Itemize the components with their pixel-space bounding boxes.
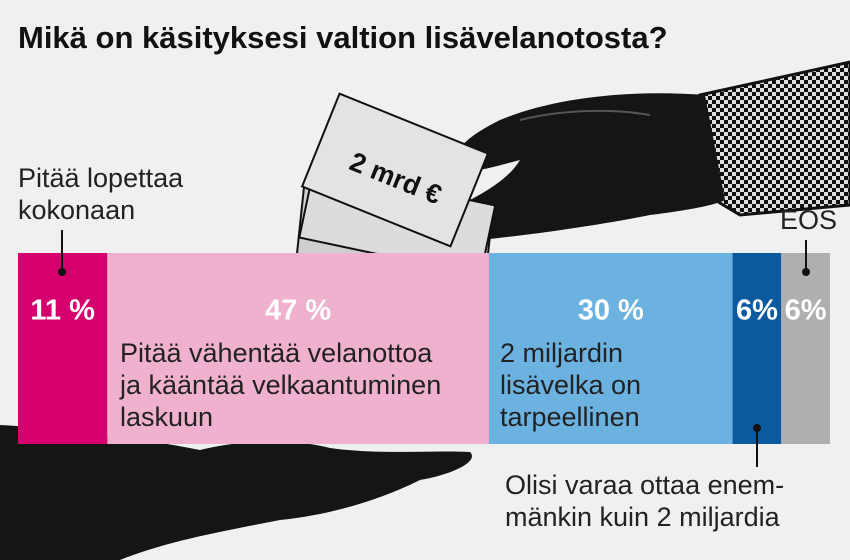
category-label: EOS	[780, 205, 837, 235]
category-label: lisävelka on	[500, 370, 641, 400]
leader-dot	[753, 424, 761, 432]
value-label: 47 %	[265, 295, 331, 327]
category-label: tarpeellinen	[500, 402, 640, 432]
bar-segment	[781, 253, 830, 444]
chart-title: Mikä on käsityksesi valtion lisävelanoto…	[18, 20, 668, 55]
leader-dot	[58, 268, 66, 276]
value-label: 11 %	[30, 295, 95, 327]
category-label: Pitää lopettaa	[18, 163, 184, 193]
leader-dot	[802, 268, 810, 276]
bar-segment	[18, 253, 108, 444]
category-label: laskuun	[120, 402, 213, 432]
banknotes-illustration: 2 mrd €	[295, 92, 497, 278]
bar-segment	[488, 253, 733, 444]
giving-hand-illustration	[437, 60, 850, 242]
bar-segment	[107, 253, 489, 444]
value-label: 30 %	[578, 295, 644, 327]
category-label: Olisi varaa ottaa enem-	[505, 470, 784, 500]
category-label: kokonaan	[18, 195, 135, 225]
category-label: ja kääntää velkaantuminen	[119, 370, 441, 400]
category-label: mänkin kuin 2 miljardia	[505, 502, 781, 532]
value-label: 6%	[785, 295, 827, 327]
bar-segment	[732, 253, 782, 444]
value-label: 6%	[736, 295, 778, 327]
category-label: Pitää vähentää velanottoa	[120, 338, 433, 368]
receiving-hand-illustration	[0, 425, 472, 560]
category-label: 2 miljardin	[500, 338, 623, 368]
